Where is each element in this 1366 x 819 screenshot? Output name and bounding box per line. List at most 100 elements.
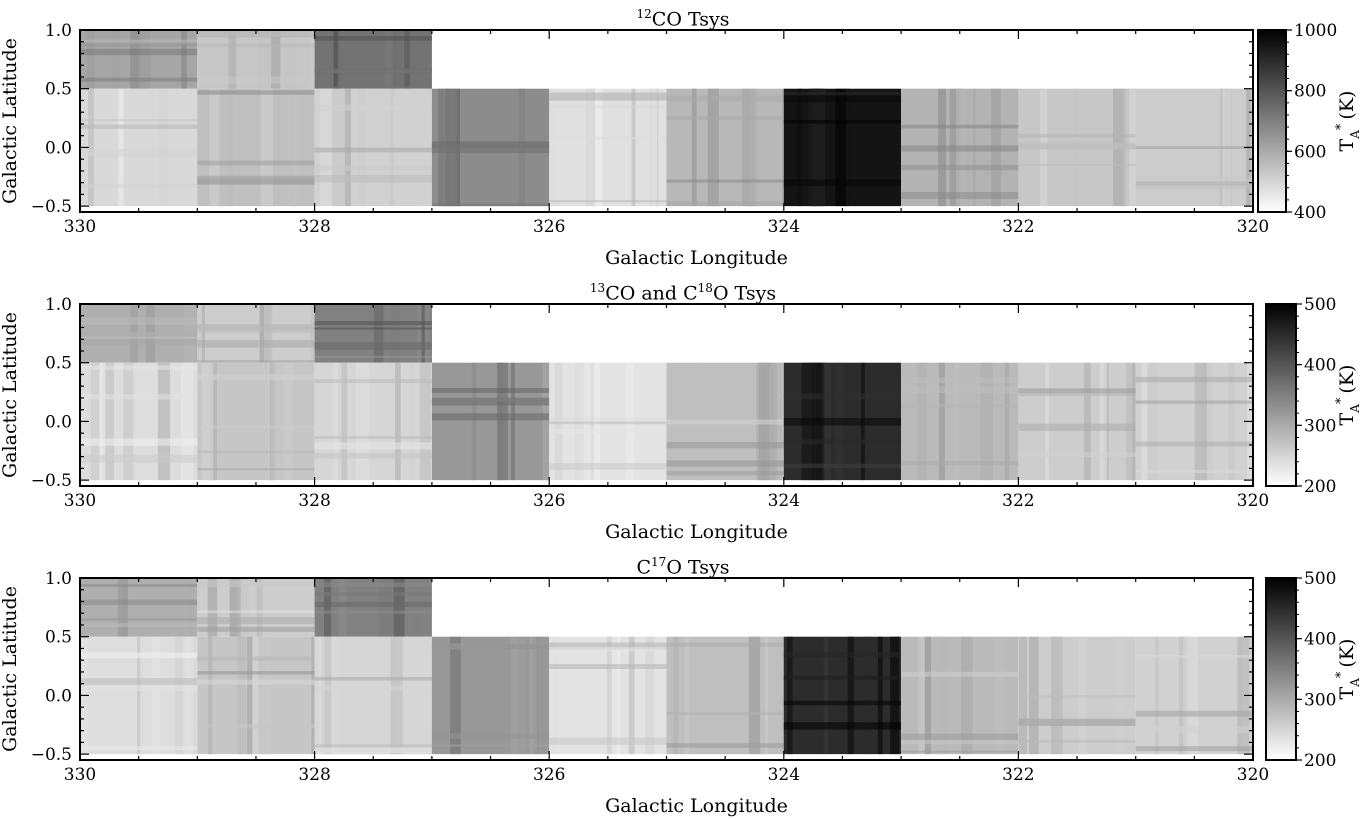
- heatmap-stripe: [197, 616, 315, 624]
- heatmap-stripe: [80, 618, 198, 621]
- y-tick-label: 0.0: [45, 412, 72, 432]
- heatmap-stripe: [80, 331, 198, 337]
- heatmap-stripe: [940, 636, 949, 755]
- heatmap-stripe: [90, 362, 100, 481]
- heatmap-stripe: [197, 580, 315, 587]
- heatmap-stripe: [549, 88, 559, 207]
- heatmap-stripe: [783, 95, 902, 103]
- heatmap-stripe: [783, 675, 902, 680]
- heatmap-stripe: [1183, 636, 1191, 755]
- heatmap-stripe: [123, 578, 129, 637]
- heatmap-stripe: [197, 76, 315, 84]
- heatmap-stripe: [237, 636, 246, 755]
- heatmap-stripe: [549, 136, 667, 140]
- heatmap-stripe: [901, 145, 1019, 152]
- colorbar-gradient: [1265, 303, 1297, 487]
- heatmap-stripe: [953, 362, 960, 481]
- y-tick-label: 0.0: [45, 686, 72, 706]
- heatmap-stripe: [80, 746, 198, 751]
- y-tick-label: −0.5: [31, 197, 72, 217]
- x-axis-label: Galactic Longitude: [605, 521, 788, 543]
- colorbar-label-sub: A: [1348, 678, 1362, 688]
- colorbar: 200 300 400 500 TA* (K): [1265, 569, 1362, 771]
- colorbar-label-unit: (K): [1336, 639, 1358, 668]
- heatmap-stripe: [1154, 636, 1159, 755]
- heatmap-tile: [1018, 362, 1136, 481]
- heatmap-stripe: [314, 321, 432, 326]
- heatmap-stripe: [80, 684, 198, 692]
- heatmap-stripe: [333, 30, 339, 89]
- heatmap-stripe: [938, 362, 945, 481]
- y-tick-label: 1.0: [45, 21, 72, 41]
- heatmap-stripe: [389, 88, 394, 207]
- heatmap-stripe: [181, 30, 187, 89]
- heatmap-stripe: [229, 578, 241, 637]
- heatmap-stripe: [1125, 362, 1135, 481]
- heatmap-stripe: [197, 90, 315, 95]
- heatmap-stripe: [1202, 362, 1213, 481]
- heatmap-stripe: [945, 362, 951, 481]
- heatmap-stripe: [936, 636, 943, 755]
- x-axis-label: Galactic Longitude: [605, 795, 788, 817]
- heatmap-tile: [197, 304, 315, 363]
- x-tick-label: 324: [768, 765, 800, 785]
- heatmap-stripe: [759, 636, 767, 755]
- heatmap-stripe: [409, 362, 415, 481]
- heatmap-stripe: [497, 362, 508, 481]
- title-text: CO Tsys: [651, 8, 730, 31]
- heatmap-stripe: [651, 88, 658, 207]
- heatmap-stripe: [175, 636, 187, 755]
- title-text-2: O Tsys: [666, 556, 730, 579]
- y-tick-label: 0.5: [45, 354, 72, 374]
- heatmap-stripe: [157, 362, 171, 481]
- heatmap-stripe: [1135, 146, 1253, 149]
- heatmap-stripe: [333, 362, 342, 481]
- heatmap-stripe: [783, 179, 902, 186]
- heatmap-stripe: [152, 636, 160, 755]
- heatmap-stripe: [1135, 441, 1253, 447]
- heatmap-stripe: [890, 636, 900, 755]
- heatmap-stripe: [416, 88, 429, 207]
- heatmap-stripe: [197, 178, 315, 185]
- x-tick-label: 328: [298, 765, 330, 785]
- heatmap-stripe: [846, 88, 850, 207]
- title-text-2: O Tsys: [712, 282, 777, 305]
- heatmap-stripe: [384, 30, 393, 89]
- heatmap-stripe: [314, 685, 432, 691]
- heatmap-stripe: [549, 647, 667, 652]
- x-tick-label: 326: [533, 765, 565, 785]
- chart-13co-c18o: 330 328 326 324 322 320 Galactic Longitude 1.0 0…: [0, 295, 1362, 543]
- heatmap-stripe: [80, 119, 198, 122]
- heatmap-stripe: [918, 636, 925, 755]
- heatmap-stripe: [611, 636, 620, 755]
- y-tick-label: 1.0: [45, 569, 72, 589]
- x-tick-label: 330: [64, 765, 96, 785]
- heatmap-stripe: [1018, 739, 1136, 743]
- heatmap-stripe: [750, 88, 758, 207]
- heatmap-stripe: [1188, 636, 1199, 755]
- heatmap-stripe: [960, 636, 973, 755]
- heatmap-stripe: [197, 374, 315, 381]
- heatmap-stripe: [197, 656, 315, 661]
- heatmap-stripe: [431, 147, 550, 154]
- panel-title: 12CO Tsys: [0, 4, 1366, 29]
- colorbar-tick-label: 400: [1304, 630, 1336, 650]
- panel-title: C17O Tsys: [0, 552, 1366, 577]
- heatmap-stripe: [1237, 636, 1250, 755]
- heatmap-stripe: [197, 626, 315, 632]
- y-tick-label: −0.5: [31, 471, 72, 491]
- heatmap-stripe: [314, 436, 432, 439]
- heatmap-stripe: [549, 428, 667, 434]
- heatmap-stripe: [666, 711, 784, 716]
- heatmap-stripe: [314, 442, 432, 450]
- heatmap-stripe: [1135, 710, 1253, 717]
- x-tick-label: 320: [1237, 765, 1269, 785]
- heatmap-stripe: [197, 425, 315, 429]
- heatmap-stripe: [748, 636, 761, 755]
- heatmap-stripe: [585, 88, 596, 207]
- heatmap-stripe: [666, 745, 784, 748]
- heatmap-stripe: [392, 30, 402, 89]
- heatmap-stripe: [321, 636, 332, 755]
- heatmap-stripe: [516, 636, 527, 755]
- heatmap-stripe: [666, 642, 784, 647]
